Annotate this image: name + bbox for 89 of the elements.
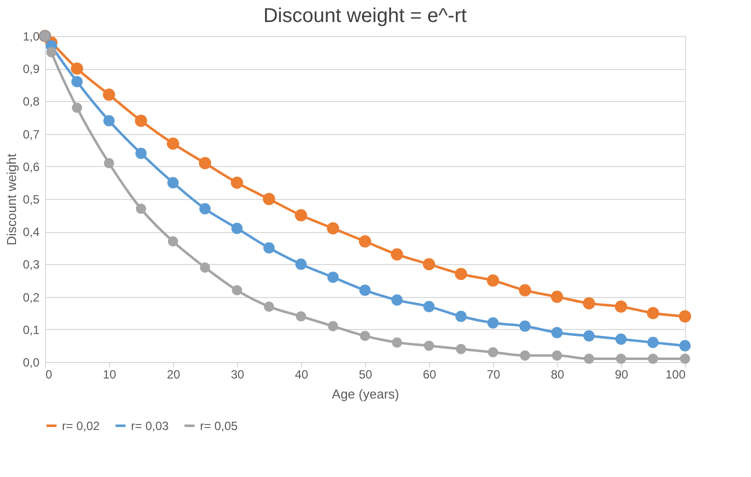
legend-label: r= 0,03 — [131, 418, 170, 433]
point — [422, 258, 436, 270]
point — [71, 76, 83, 88]
point — [198, 157, 212, 170]
point — [295, 258, 307, 270]
point — [390, 248, 404, 261]
point — [456, 344, 466, 354]
y-tick-label: 1,0 — [22, 30, 40, 44]
point — [264, 301, 274, 312]
point — [296, 311, 306, 322]
point — [519, 320, 531, 332]
point — [104, 158, 114, 168]
point — [648, 354, 658, 364]
y-tick-label: 0,0 — [22, 356, 40, 370]
point — [102, 88, 116, 101]
point — [327, 272, 339, 283]
point — [424, 340, 434, 351]
point — [616, 354, 626, 364]
x-tick-label: 100 — [665, 368, 686, 382]
point — [262, 192, 276, 206]
point — [582, 297, 596, 310]
point — [328, 321, 338, 332]
point — [391, 294, 403, 306]
point — [615, 334, 627, 345]
point — [358, 235, 372, 248]
point — [46, 47, 57, 58]
legend-label: r= 0,05 — [200, 418, 238, 433]
point — [518, 284, 532, 296]
point — [360, 330, 370, 342]
y-tick-label: 0,3 — [22, 258, 40, 272]
x-tick-label: 0 — [46, 368, 52, 382]
y-tick-label: 0,1 — [22, 322, 40, 337]
y-tick-label: 0,5 — [22, 192, 40, 206]
point — [486, 274, 500, 287]
point — [584, 354, 594, 364]
point — [488, 347, 498, 358]
point — [520, 350, 530, 361]
x-tick-label: 30 — [230, 368, 244, 382]
x-tick-label: 50 — [358, 368, 372, 382]
legend-label: r= 0,02 — [62, 418, 100, 433]
x-tick-label: 40 — [294, 368, 308, 382]
point — [230, 176, 244, 189]
point — [550, 290, 564, 303]
point — [166, 137, 180, 150]
point — [614, 300, 628, 313]
point — [231, 222, 243, 234]
y-tick-label: 0,4 — [22, 225, 40, 240]
point — [552, 350, 562, 361]
x-tick-label: 20 — [166, 368, 180, 382]
point — [680, 354, 690, 364]
point — [551, 327, 563, 338]
point — [232, 285, 242, 296]
point — [678, 310, 692, 322]
x-tick-label: 90 — [614, 368, 628, 382]
point — [455, 310, 467, 322]
point — [134, 114, 148, 127]
x-axis-title: Age (years) — [332, 386, 400, 402]
point — [199, 203, 211, 214]
point — [423, 300, 435, 312]
chart-title: Discount weight = e^-rt — [263, 4, 468, 27]
x-tick-label: 60 — [422, 368, 436, 382]
point — [583, 330, 595, 342]
point — [72, 102, 82, 113]
y-tick-label: 0,7 — [22, 127, 40, 142]
y-tick-label: 0,9 — [22, 62, 40, 76]
point — [263, 242, 275, 254]
point — [326, 222, 340, 234]
point — [168, 236, 178, 246]
point — [294, 209, 308, 222]
point — [647, 336, 659, 348]
point — [103, 115, 115, 126]
y-tick-label: 0,6 — [22, 160, 40, 174]
y-tick-label: 0,2 — [22, 290, 40, 304]
y-tick-label: 0,8 — [22, 94, 40, 109]
point — [454, 268, 468, 280]
point — [167, 177, 179, 188]
point — [359, 284, 371, 296]
point — [646, 306, 660, 320]
point — [392, 337, 402, 348]
y-axis-title: Discount weight — [4, 153, 19, 246]
x-tick-label: 80 — [550, 368, 564, 382]
point — [200, 262, 210, 273]
point — [487, 317, 499, 329]
point — [135, 148, 147, 159]
x-tick-label: 10 — [102, 368, 116, 382]
x-tick-label: 70 — [486, 368, 500, 382]
point — [70, 62, 84, 75]
point — [679, 340, 691, 352]
point — [136, 204, 146, 214]
